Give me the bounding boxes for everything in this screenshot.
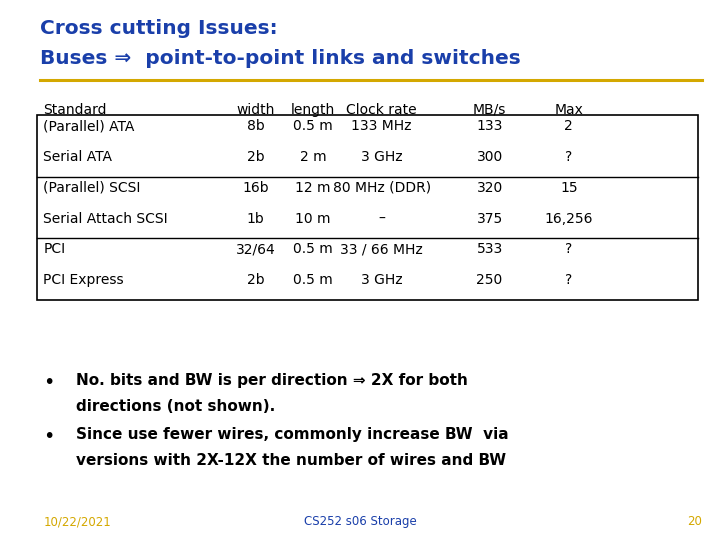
- Text: 3 GHz: 3 GHz: [361, 150, 402, 164]
- Text: 2: 2: [564, 119, 573, 133]
- Text: ?: ?: [565, 150, 572, 164]
- Text: 2b: 2b: [247, 150, 264, 164]
- Text: Buses ⇒  point-to-point links and switches: Buses ⇒ point-to-point links and switche…: [40, 49, 521, 68]
- Text: versions with 2X-12X the number of wires and BW: versions with 2X-12X the number of wires…: [76, 453, 505, 468]
- Text: 16b: 16b: [243, 181, 269, 195]
- Text: 3 GHz: 3 GHz: [361, 273, 402, 287]
- Text: 300: 300: [477, 150, 503, 164]
- Text: –: –: [378, 212, 385, 226]
- Text: 1b: 1b: [247, 212, 264, 226]
- Text: 250: 250: [477, 273, 503, 287]
- Text: 533: 533: [477, 242, 503, 256]
- Text: 20: 20: [687, 515, 702, 528]
- Text: ?: ?: [565, 273, 572, 287]
- Text: 10/22/2021: 10/22/2021: [43, 515, 111, 528]
- Text: PCI: PCI: [43, 242, 66, 256]
- Text: 8b: 8b: [247, 119, 264, 133]
- Text: 10 m: 10 m: [295, 212, 331, 226]
- Text: 2 m: 2 m: [300, 150, 326, 164]
- Text: Since use fewer wires, commonly increase BW  via: Since use fewer wires, commonly increase…: [76, 427, 508, 442]
- Text: 133: 133: [477, 119, 503, 133]
- Text: Serial Attach SCSI: Serial Attach SCSI: [43, 212, 168, 226]
- Text: 133 MHz: 133 MHz: [351, 119, 412, 133]
- Text: 0.5 m: 0.5 m: [293, 273, 333, 287]
- Text: PCI Express: PCI Express: [43, 273, 124, 287]
- Text: 0.5 m: 0.5 m: [293, 242, 333, 256]
- Text: Clock rate: Clock rate: [346, 103, 417, 117]
- Text: •: •: [43, 373, 55, 392]
- Text: (Parallel) ATA: (Parallel) ATA: [43, 119, 135, 133]
- Text: 320: 320: [477, 181, 503, 195]
- Text: 0.5 m: 0.5 m: [293, 119, 333, 133]
- Text: length: length: [291, 103, 336, 117]
- Text: 32/64: 32/64: [235, 242, 276, 256]
- Text: CS252 s06 Storage: CS252 s06 Storage: [304, 515, 416, 528]
- Text: •: •: [43, 427, 55, 446]
- Text: ?: ?: [565, 242, 572, 256]
- Bar: [37, 115, 698, 300]
- Text: Serial ATA: Serial ATA: [43, 150, 112, 164]
- Text: 80 MHz (DDR): 80 MHz (DDR): [333, 181, 431, 195]
- Text: 2b: 2b: [247, 273, 264, 287]
- Text: width: width: [236, 103, 275, 117]
- Text: 15: 15: [560, 181, 577, 195]
- Text: Max: Max: [554, 103, 583, 117]
- Text: No. bits and BW is per direction ⇒ 2X for both: No. bits and BW is per direction ⇒ 2X fo…: [76, 373, 467, 388]
- Text: 33 / 66 MHz: 33 / 66 MHz: [341, 242, 423, 256]
- Text: MB/s: MB/s: [473, 103, 506, 117]
- Text: 16,256: 16,256: [544, 212, 593, 226]
- Text: Cross cutting Issues:: Cross cutting Issues:: [40, 19, 277, 38]
- Text: (Parallel) SCSI: (Parallel) SCSI: [43, 181, 140, 195]
- Text: 12 m: 12 m: [295, 181, 331, 195]
- Text: directions (not shown).: directions (not shown).: [76, 399, 275, 414]
- Text: 375: 375: [477, 212, 503, 226]
- Text: Standard: Standard: [43, 103, 107, 117]
